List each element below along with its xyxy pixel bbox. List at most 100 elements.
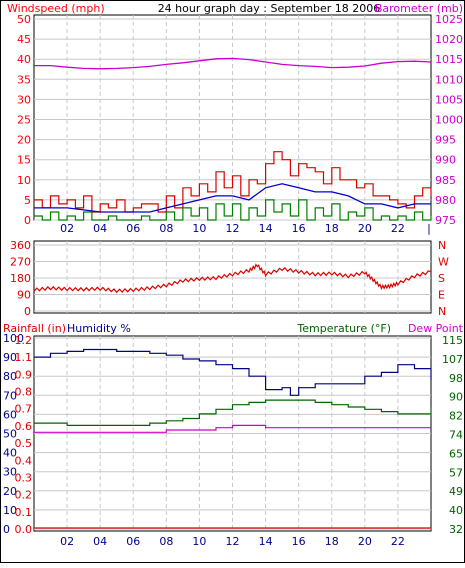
tick-label-barometer: 1005 <box>435 93 463 106</box>
tick-label-windspeed: 25 <box>17 114 31 127</box>
tick-label-windspeed: 30 <box>17 93 31 106</box>
series-temperature <box>34 399 432 426</box>
tick-label-hour: 22 <box>391 535 405 548</box>
tick-label-temperature: 32 <box>449 523 463 536</box>
tick-label-barometer: 990 <box>435 154 456 167</box>
tick-label-humidity: 60 <box>3 408 17 421</box>
tick-label-hour: 22 <box>391 222 405 235</box>
tick-label-windspeed: 0 <box>24 214 31 227</box>
tick-label-hour: 02 <box>60 535 74 548</box>
tick-label-hour: 16 <box>292 535 306 548</box>
tick-label-compass: W <box>438 256 449 269</box>
tick-label-rain: 1.2 <box>15 334 33 347</box>
tick-label-rain: 0.5 <box>15 437 33 450</box>
tick-label-barometer: 1020 <box>435 33 463 46</box>
tick-label-humidity: 40 <box>3 447 17 460</box>
tick-label-direction: 270 <box>10 256 31 269</box>
tick-label-barometer: 995 <box>435 134 456 147</box>
tick-label-hour: 18 <box>325 222 339 235</box>
tick-label-windspeed: 15 <box>17 154 31 167</box>
tick-label-hour: 02 <box>60 222 74 235</box>
tick-label-humidity: 70 <box>3 389 17 402</box>
tick-label-barometer: 975 <box>435 214 456 227</box>
series-gust <box>34 151 432 213</box>
tick-label-direction: 90 <box>17 289 31 302</box>
tick-label-rain: 0.9 <box>15 368 33 381</box>
tick-label-barometer: 985 <box>435 174 456 187</box>
tick-label-hour: 16 <box>292 222 306 235</box>
series-layer <box>33 57 432 529</box>
tick-layer: 5045403530252015105010251020101510101005… <box>3 13 463 548</box>
tick-label-temperature: 107 <box>442 353 463 366</box>
tick-label-rain: 0.3 <box>15 471 33 484</box>
series-barometer <box>34 57 432 70</box>
tick-label-direction: 180 <box>10 272 31 285</box>
tick-label-temperature: 49 <box>449 485 463 498</box>
tick-label-direction: 360 <box>10 239 31 252</box>
tick-label-humidity: 50 <box>3 428 17 441</box>
tick-label-temperature: 74 <box>449 429 463 442</box>
tick-label-rain: 0.4 <box>15 454 33 467</box>
tick-label-rain: 0.1 <box>15 506 33 519</box>
tick-label-temperature: 82 <box>449 410 463 423</box>
tick-label-rain: 0.0 <box>15 523 33 536</box>
tick-label-windspeed: 20 <box>17 134 31 147</box>
tick-label-temperature: 65 <box>449 447 463 460</box>
tick-label-windspeed: 5 <box>24 194 31 207</box>
windspeed-title: Windspeed (mph) <box>7 2 105 15</box>
humidity-label: Humidity % <box>67 322 131 335</box>
tick-label-compass: N <box>438 239 446 252</box>
tick-label-rain: 0.6 <box>15 420 33 433</box>
tick-label-compass: N <box>438 305 446 318</box>
tick-label-hour: 04 <box>93 535 107 548</box>
tick-label-end: | <box>427 222 431 235</box>
tick-label-hour: 06 <box>126 535 140 548</box>
tick-label-hour: 10 <box>192 222 206 235</box>
series-direction <box>33 263 432 294</box>
tick-label-compass: S <box>438 272 445 285</box>
tick-label-temperature: 115 <box>442 334 463 347</box>
tick-label-windspeed: 50 <box>17 13 31 26</box>
series-humidity <box>34 348 432 396</box>
tick-label-humidity: 20 <box>3 485 17 498</box>
tick-label-humidity: 80 <box>3 370 17 383</box>
tick-label-hour: 18 <box>325 535 339 548</box>
temperature-label: Temperature (°F) <box>296 322 391 335</box>
tick-label-hour: 06 <box>126 222 140 235</box>
tick-label-humidity: 30 <box>3 466 17 479</box>
tick-label-hour: 12 <box>226 222 240 235</box>
tick-label-temperature: 90 <box>449 391 463 404</box>
tick-label-hour: 12 <box>226 535 240 548</box>
tick-label-temperature: 57 <box>449 466 463 479</box>
tick-label-windspeed: 35 <box>17 73 31 86</box>
series-low <box>34 199 432 221</box>
tick-label-humidity: 0 <box>3 523 10 536</box>
tick-label-windspeed: 10 <box>17 174 31 187</box>
tick-label-temperature: 98 <box>449 372 463 385</box>
tick-label-windspeed: 40 <box>17 53 31 66</box>
tick-label-barometer: 1000 <box>435 114 463 127</box>
tick-label-rain: 0.7 <box>15 403 33 416</box>
tick-label-windspeed: 45 <box>17 33 31 46</box>
tick-label-barometer: 980 <box>435 194 456 207</box>
series-dewpoint <box>34 424 431 433</box>
tick-label-hour: 20 <box>358 222 372 235</box>
series-avg <box>34 183 431 213</box>
tick-label-hour: 10 <box>192 535 206 548</box>
tick-label-barometer: 1015 <box>435 53 463 66</box>
tick-label-hour: 14 <box>259 535 273 548</box>
tick-label-barometer: 1025 <box>435 13 463 26</box>
tick-label-compass: E <box>438 289 445 302</box>
tick-label-rain: 0.2 <box>15 489 33 502</box>
tick-label-humidity: 10 <box>3 504 17 517</box>
chart-title: 24 hour graph day : September 18 2006 <box>158 2 381 15</box>
tick-label-rain: 1.1 <box>15 351 33 364</box>
tick-label-hour: 20 <box>358 535 372 548</box>
tick-label-rain: 0.8 <box>15 386 33 399</box>
tick-label-direction: 0 <box>24 305 31 318</box>
tick-label-hour: 08 <box>159 535 173 548</box>
rainfall-label: Rainfall (in) <box>3 322 66 335</box>
tick-label-barometer: 1010 <box>435 73 463 86</box>
